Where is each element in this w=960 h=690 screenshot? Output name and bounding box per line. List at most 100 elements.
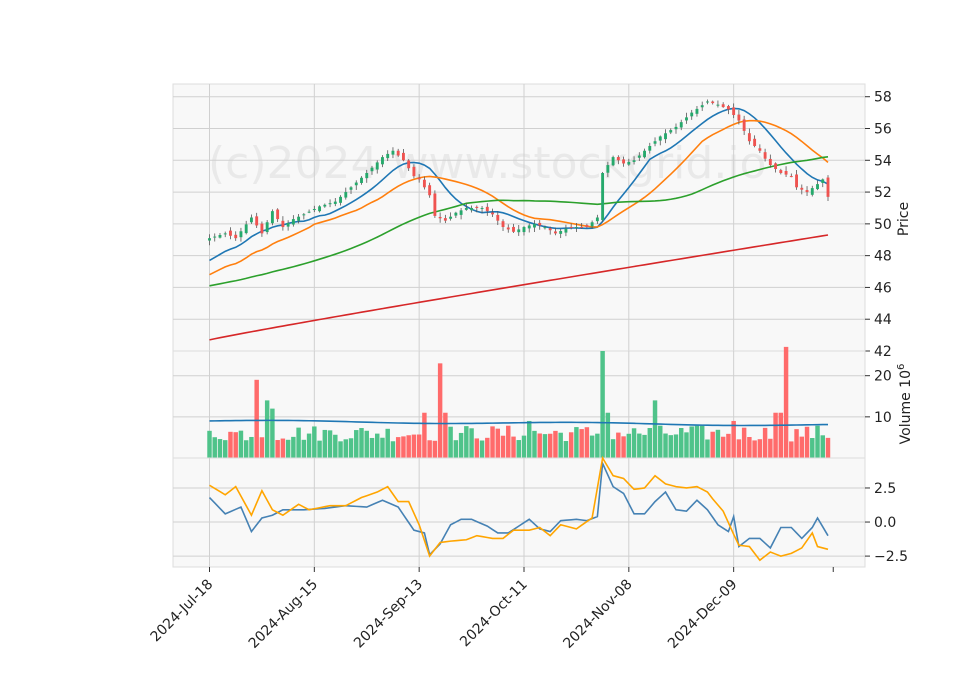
candle-body [553, 231, 557, 234]
volume-bar [464, 426, 469, 458]
candle-body [590, 222, 594, 227]
volume-bar [553, 430, 558, 458]
candle-body [800, 187, 804, 190]
volume-bar [547, 433, 553, 458]
volume-bar [741, 427, 747, 458]
candle-body [291, 219, 295, 225]
volume-bar [789, 441, 794, 458]
volume-bar [390, 441, 396, 458]
candle-body [742, 119, 746, 131]
candle-body [826, 177, 830, 197]
oscillator-axis: −2.5 0.0 2.5 [865, 481, 908, 565]
oscillator-gridlines [173, 458, 865, 567]
volume-bar [720, 436, 726, 458]
candle-body [454, 212, 458, 216]
ma-20-line [209, 119, 829, 276]
candle-body [354, 182, 358, 186]
volume-bar [317, 440, 322, 458]
volume-bar [715, 429, 721, 458]
candle-body [522, 227, 526, 233]
volume-bar [810, 438, 815, 458]
candle-body [234, 234, 238, 239]
volume-bar [825, 437, 831, 458]
candle-body [763, 152, 767, 159]
volume-bar [359, 428, 364, 458]
candle-body [548, 228, 552, 231]
volume-bar [794, 429, 799, 458]
candle-body [527, 225, 531, 229]
y-tick-label: 46 [874, 280, 892, 296]
candle-body [622, 159, 626, 164]
candle-body [360, 177, 363, 183]
candle-body [281, 220, 285, 228]
candle-body [396, 150, 400, 156]
candle-body [501, 221, 505, 228]
y-tick-label: 20 [874, 369, 892, 385]
volume-bar [747, 437, 752, 458]
candle-body [695, 108, 699, 114]
volume-bar [380, 437, 385, 458]
volume-bar [375, 433, 380, 458]
volume-gridlines [173, 351, 865, 458]
candle-body [365, 173, 369, 179]
volume-bar [652, 400, 658, 458]
candle-body [674, 126, 678, 130]
volume-bar [558, 432, 563, 458]
volume-bar [626, 433, 632, 458]
volume-bar [820, 435, 825, 458]
volume-bar [490, 426, 495, 458]
volume-bar [736, 439, 742, 458]
volume-bar [485, 437, 490, 458]
candle-body [407, 160, 411, 169]
volume-bar [338, 441, 343, 458]
candle-body [270, 211, 274, 224]
candle-body [422, 179, 426, 188]
y-tick-label: 52 [874, 185, 892, 201]
volume-bar [443, 412, 448, 458]
volume-bar [726, 433, 731, 458]
volume-bar [448, 426, 453, 458]
volume-bar [264, 400, 270, 458]
candle-body [747, 133, 751, 142]
volume-bar [275, 440, 280, 458]
candle-body [543, 227, 547, 229]
volume-bar [301, 439, 307, 458]
volume-bar [495, 428, 501, 458]
volume-bar [579, 429, 584, 458]
volume-bar [621, 436, 626, 458]
candle-body [816, 184, 819, 190]
x-tick-label: 2024-Dec-09 [665, 577, 740, 652]
candle-body [721, 104, 725, 108]
candle-body [344, 192, 348, 198]
volume-bar [710, 431, 715, 458]
candle-body [637, 155, 641, 158]
candle-body [685, 117, 688, 121]
date-axis: 2024-Jul-18 2024-Aug-15 2024-Sep-13 2024-Oc… [148, 567, 834, 652]
candle-body [595, 217, 599, 222]
volume-bar [647, 428, 653, 458]
volume-bar [395, 437, 401, 458]
volume-bar [506, 425, 511, 458]
candle-body [517, 229, 521, 233]
volume-bar [542, 434, 548, 458]
candle-body [611, 157, 615, 166]
volume-bar [642, 434, 647, 458]
candle-body [758, 148, 762, 151]
y-tick-label: 54 [874, 153, 892, 169]
volume-bar [469, 428, 474, 458]
candle-body [653, 141, 657, 144]
volume-bar [694, 425, 700, 458]
x-tick-label: 2024-Jul-18 [148, 577, 217, 646]
volume-bar [285, 439, 291, 458]
volume-bar [327, 430, 333, 458]
volume-bar [406, 435, 411, 458]
ma-200-line [209, 234, 829, 341]
volume-bar [616, 432, 621, 458]
volume-bar [762, 427, 768, 458]
volume-bar [427, 440, 432, 458]
volume-bar [312, 426, 317, 458]
candle-body [491, 212, 494, 215]
candle-body [485, 206, 489, 212]
volume-bar [401, 436, 406, 458]
candle-body [664, 133, 667, 140]
